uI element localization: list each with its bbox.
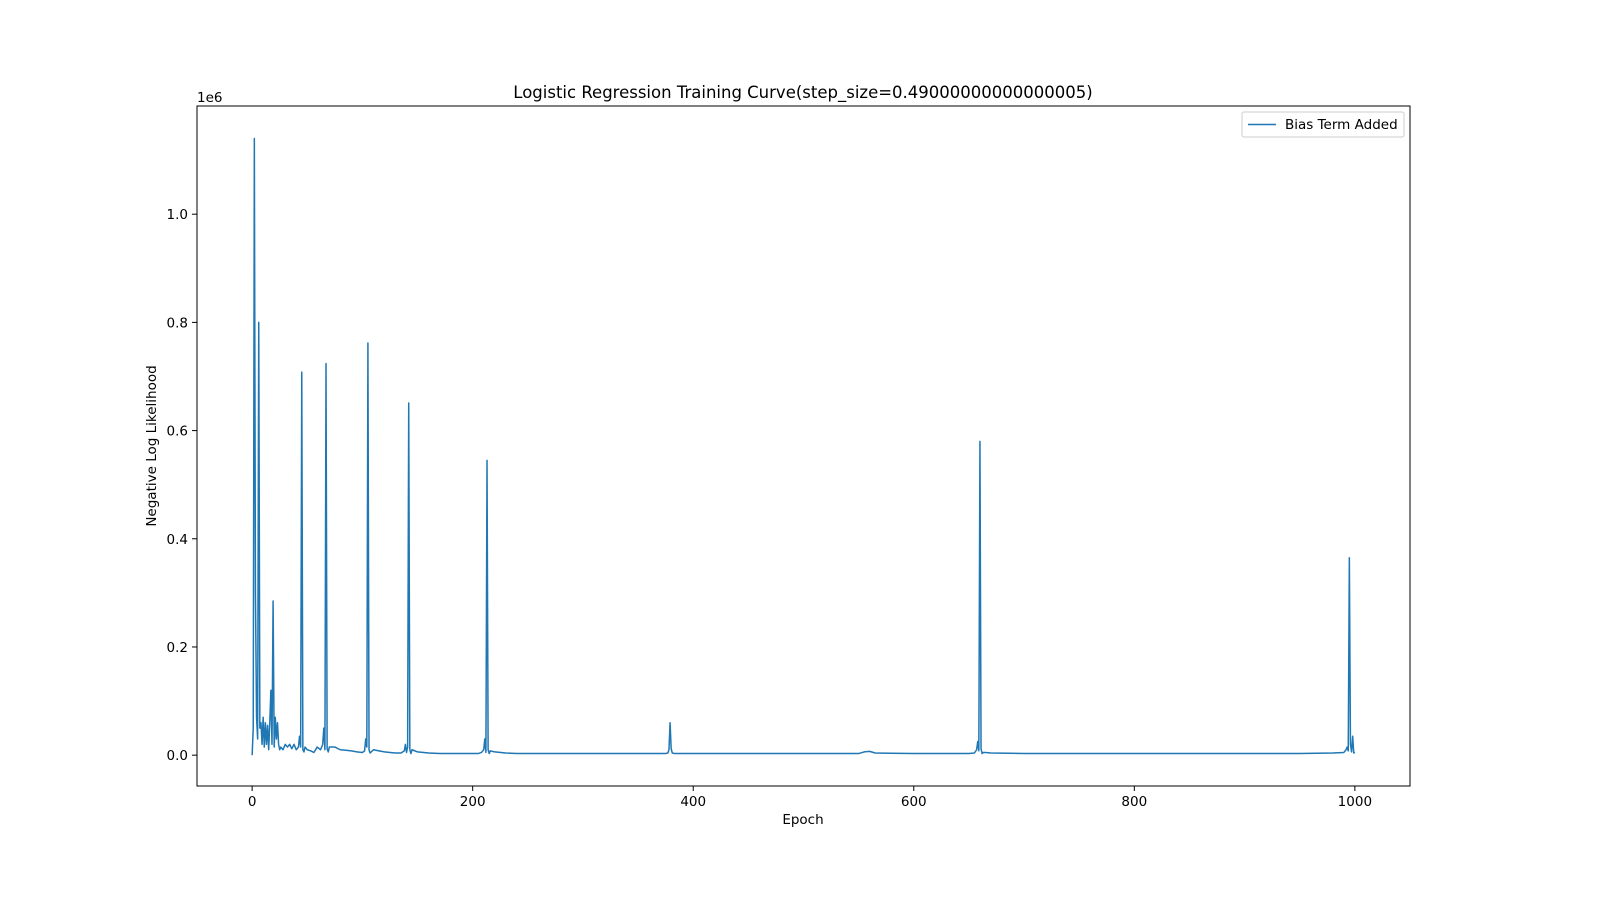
series-line-0 <box>251 137 1356 756</box>
x-tick-label: 1000 <box>1338 794 1372 810</box>
x-tick-label: 0 <box>248 794 257 810</box>
x-tick-label: 600 <box>901 794 927 810</box>
x-tick-label: 400 <box>680 794 706 810</box>
y-tick-label: 0.8 <box>167 315 188 331</box>
legend: Bias Term Added <box>1241 111 1405 138</box>
chart-title: Logistic Regression Training Curve(step_… <box>513 83 1092 103</box>
x-axis-label: Epoch <box>782 812 823 828</box>
legend-box <box>1241 111 1405 138</box>
y-axis-offset-label: 1e6 <box>197 90 222 106</box>
axes-frame <box>196 105 1411 787</box>
y-axis-label: Negative Log Likelihood <box>144 365 160 526</box>
x-tick-label: 200 <box>460 794 486 810</box>
legend-label: Bias Term Added <box>1285 117 1398 133</box>
x-tick-label: 800 <box>1121 794 1147 810</box>
y-tick-label: 0.4 <box>167 532 188 548</box>
y-tick-label: 0.6 <box>167 424 188 440</box>
x-axis-ticks: 0 200 400 600 800 1000 <box>248 786 1372 810</box>
y-tick-label: 0.0 <box>167 748 188 764</box>
y-axis-ticks: 0.0 0.2 0.4 0.6 0.8 1.0 <box>167 207 197 764</box>
series-layer <box>251 137 1356 756</box>
y-tick-label: 1.0 <box>167 207 188 223</box>
plot-area <box>251 137 1356 756</box>
y-tick-label: 0.2 <box>167 640 188 656</box>
